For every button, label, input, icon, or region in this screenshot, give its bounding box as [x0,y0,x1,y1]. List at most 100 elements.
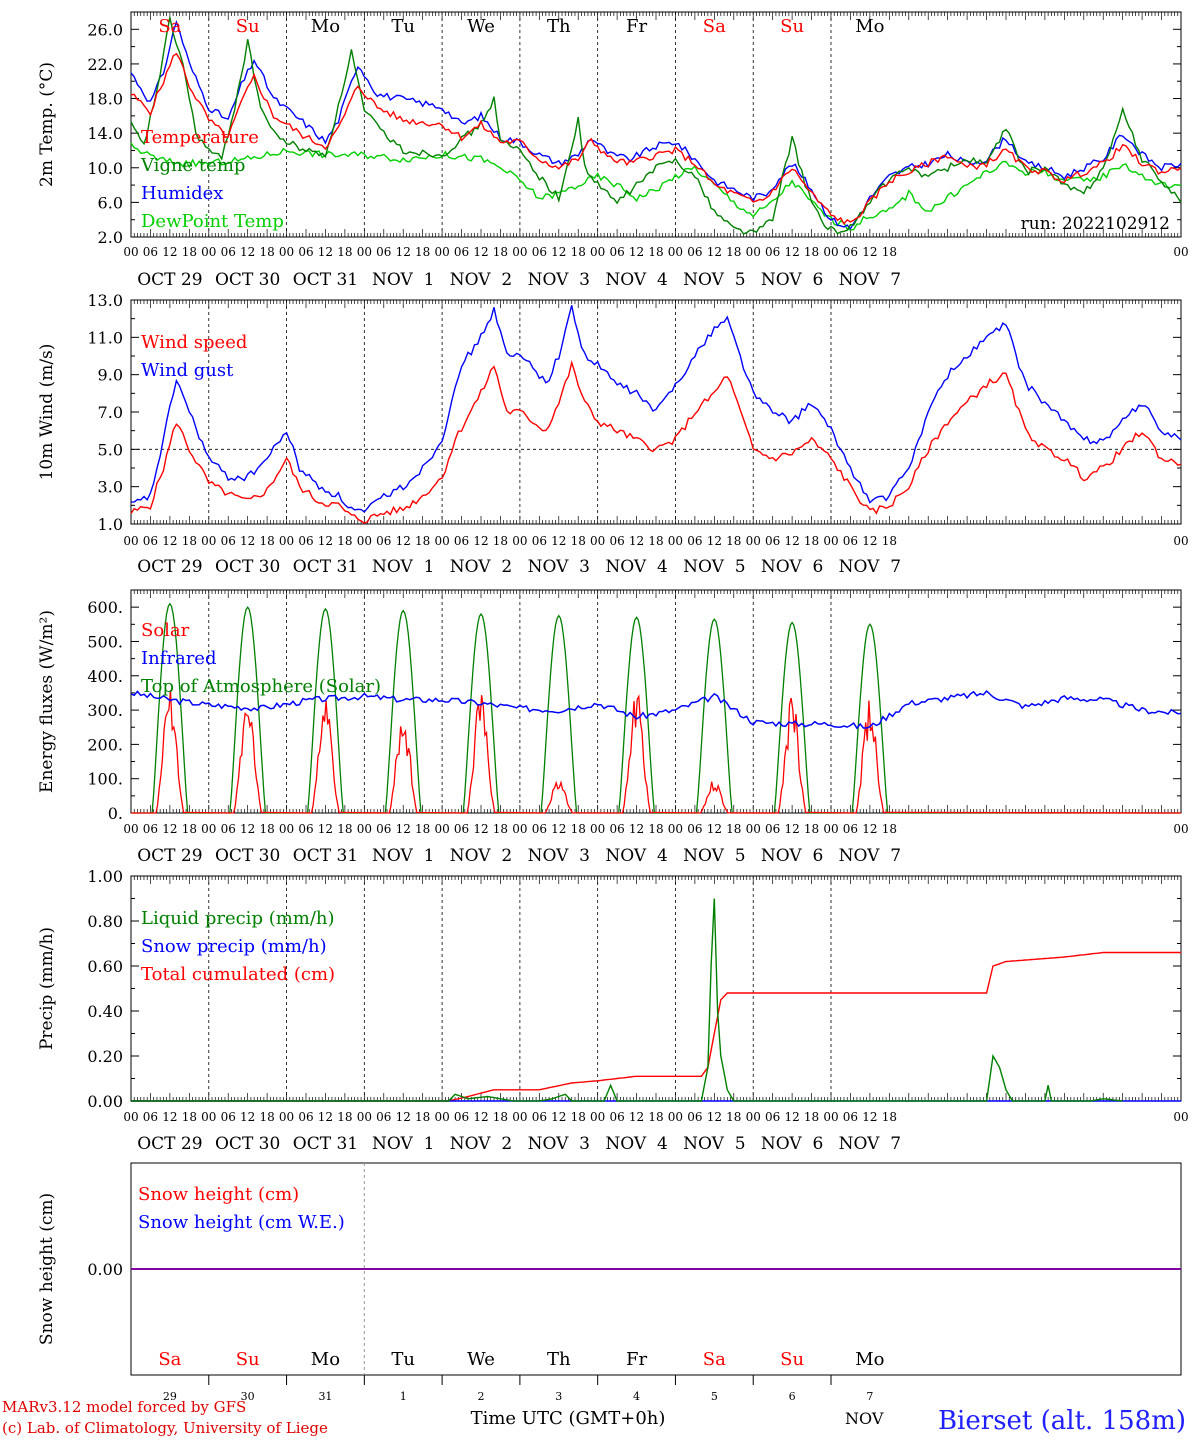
hour-tick-label: 00 [823,245,838,259]
hour-tick-label: 12 [707,1110,722,1124]
date-label: NOV 6 [761,846,823,866]
toa-solar-line [131,602,1181,814]
hour-tick-label: 06 [532,534,547,548]
hour-tick-label: 18 [882,245,897,259]
hour-tick-label: 00 [512,1110,527,1124]
y-tick-label: 0.00 [87,1092,123,1111]
y-tick-label: 400. [87,667,123,686]
hour-tick-label: 00 [434,822,449,836]
hour-tick-label: 12 [162,245,177,259]
hour-tick-label: 12 [396,245,411,259]
hour-tick-label: 00 [123,534,138,548]
date-label: NOV 4 [605,270,667,290]
day-number: 1 [400,1390,407,1403]
hour-tick-label: 18 [882,822,897,836]
date-label: OCT 30 [215,270,280,290]
date-label: NOV 3 [528,557,590,577]
hour-tick-label: 00 [668,822,683,836]
hour-tick-label: 12 [551,1110,566,1124]
hour-tick-label: 12 [862,534,877,548]
hour-tick-label: 18 [415,822,430,836]
date-label: NOV 6 [761,557,823,577]
hour-tick-label: 06 [532,822,547,836]
hour-tick-label: 06 [454,245,469,259]
hour-tick-label: 00 [512,534,527,548]
legend-entry: DewPoint Temp [141,211,284,232]
y-tick-label: 0. [108,804,123,823]
hour-tick-label: 00 [279,1110,294,1124]
hour-tick-label: 00 [668,245,683,259]
infrared-line [130,690,1182,730]
date-label: OCT 31 [293,846,358,866]
hour-tick-label: 00 [590,1110,605,1124]
hour-tick-label: 18 [726,534,741,548]
hour-tick-label: 18 [571,245,586,259]
hour-tick-label: 12 [862,822,877,836]
date-label: NOV 4 [605,846,667,866]
y-tick-label: 600. [87,598,123,617]
hour-tick-label: 12 [318,822,333,836]
y-axis-label: Snow height (cm) [37,1193,57,1345]
weekday-label-top: Sa [703,16,726,37]
hour-tick-label: 12 [318,1110,333,1124]
y-tick-label: 22.0 [87,55,123,74]
day-number: 2 [478,1390,485,1403]
date-label: NOV 7 [839,270,901,290]
hour-tick-label: 12 [162,534,177,548]
hour-tick-label: 06 [609,1110,624,1124]
legend-entry: Snow precip (mm/h) [141,936,327,957]
hour-tick-label: 00 [1173,822,1188,836]
weekday-label-bottom: We [467,1349,495,1370]
weekday-label-top: Fr [626,16,647,37]
hour-tick-label: 00 [746,1110,761,1124]
hour-tick-label: 18 [493,1110,508,1124]
hour-tick-label: 18 [259,1110,274,1124]
y-tick-label: 14.0 [87,124,123,143]
weekday-label-bottom: Su [236,1349,260,1370]
legend-entry: Wind gust [141,360,234,381]
hour-tick-label: 12 [784,822,799,836]
hour-tick-label: 18 [337,534,352,548]
hour-tick-label: 12 [629,822,644,836]
weekday-label-top: Sa [158,16,181,37]
hour-tick-label: 18 [726,822,741,836]
hour-tick-label: 00 [746,822,761,836]
legend-entry: Vigne temp [140,155,245,176]
hour-tick-label: 12 [784,534,799,548]
date-label: NOV 2 [450,557,512,577]
date-label: OCT 29 [137,1134,202,1154]
date-label: OCT 31 [293,1134,358,1154]
hour-tick-label: 12 [784,1110,799,1124]
y-axis-label: 2m Temp. (°C) [37,62,57,187]
hour-tick-label: 12 [707,534,722,548]
y-tick-label: 7.0 [98,403,123,422]
hour-tick-label: 06 [765,822,780,836]
y-tick-label: 1.00 [87,867,123,886]
y-tick-label: 0.20 [87,1047,123,1066]
day-number: 4 [633,1390,640,1403]
hour-tick-label: 12 [862,245,877,259]
hour-tick-label: 18 [182,534,197,548]
y-tick-label: 0.60 [87,957,123,976]
weekday-label-top: Su [236,16,260,37]
hour-tick-label: 06 [609,534,624,548]
hour-tick-label: 00 [1173,245,1188,259]
weekday-label-bottom: Sa [158,1349,181,1370]
date-label: NOV 2 [450,270,512,290]
hour-tick-label: 00 [201,822,216,836]
y-tick-label: 3.0 [98,478,123,497]
hour-tick-label: 12 [162,1110,177,1124]
date-label: NOV 5 [683,270,745,290]
weekday-label-bottom: Su [780,1349,804,1370]
hour-tick-label: 00 [123,245,138,259]
hour-tick-label: 12 [551,534,566,548]
hour-tick-label: 06 [843,1110,858,1124]
hour-tick-label: 00 [1173,1110,1188,1124]
weekday-label-top: Tu [391,16,415,37]
y-axis-label: Precip (mm/h) [37,927,57,1050]
hour-tick-label: 12 [629,1110,644,1124]
hour-tick-label: 18 [493,245,508,259]
date-label: NOV 1 [372,1134,434,1154]
hour-tick-label: 00 [357,534,372,548]
hour-tick-label: 06 [221,1110,236,1124]
